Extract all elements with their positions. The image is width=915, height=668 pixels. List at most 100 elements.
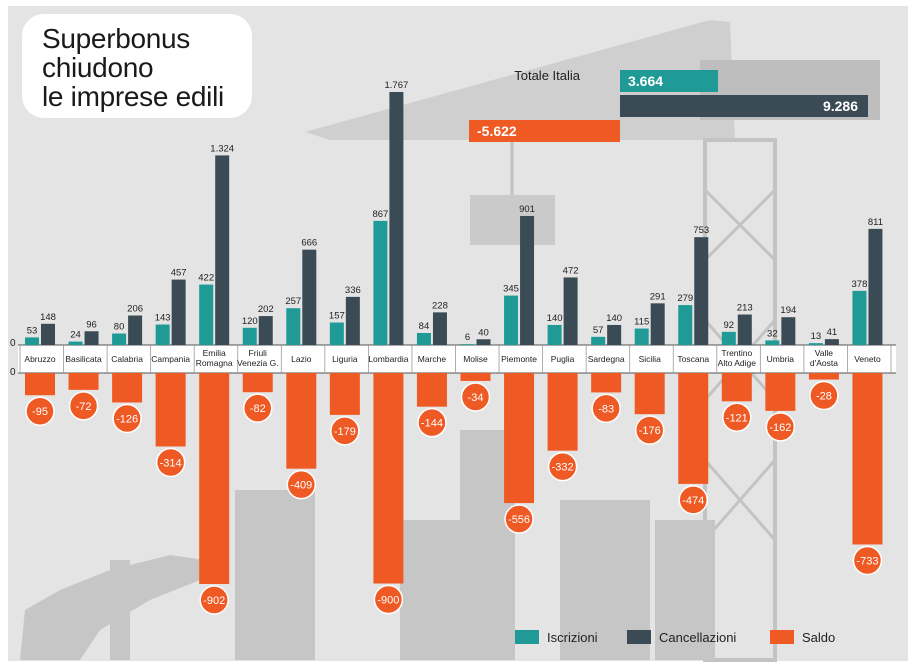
bar-iscrizioni — [112, 333, 127, 345]
category-label: Puglia — [551, 354, 575, 364]
category-label: Trentino Alto Adige — [718, 348, 757, 368]
label-iscrizioni: 92 — [724, 320, 735, 331]
label-saldo: -332 — [552, 462, 574, 474]
bar-cancellazioni — [650, 303, 665, 345]
saldo-badge — [547, 451, 578, 482]
label-saldo: -121 — [726, 412, 748, 424]
label-cancellazioni: 753 — [693, 225, 709, 236]
label-iscrizioni: 378 — [852, 279, 868, 290]
bars-layer — [25, 92, 883, 615]
saldo-badge — [112, 403, 142, 434]
label-iscrizioni: 84 — [419, 321, 430, 332]
category-label: Lombardia — [368, 354, 408, 364]
bar-saldo — [373, 373, 404, 584]
saldo-badge — [417, 407, 447, 438]
category-label: Liguria — [332, 354, 358, 364]
bar-cancellazioni — [302, 249, 317, 345]
category-label: Calabria — [111, 354, 143, 364]
saldo-badge — [25, 396, 55, 426]
category-label: Campania — [151, 354, 190, 364]
label-iscrizioni: 279 — [677, 293, 693, 304]
category-label: Piemonte — [501, 354, 537, 364]
label-iscrizioni: 6 — [465, 332, 470, 343]
label-saldo: -176 — [639, 425, 661, 437]
bar-iscrizioni — [155, 324, 170, 345]
bar-iscrizioni — [634, 328, 649, 345]
bar-cancellazioni — [563, 277, 578, 345]
label-cancellazioni: 40 — [478, 327, 489, 338]
saldo-badge — [852, 545, 883, 576]
label-cancellazioni: 228 — [432, 300, 448, 311]
saldo-badge — [634, 415, 665, 445]
category-label: Lazio — [291, 354, 312, 364]
bar-iscrizioni — [199, 284, 214, 345]
bar-cancellazioni — [258, 316, 273, 345]
legend: Iscrizioni Cancellazioni Saldo — [515, 630, 835, 645]
bar-saldo — [416, 373, 447, 407]
label-cancellazioni: 202 — [258, 304, 274, 315]
label-saldo: -72 — [76, 401, 92, 413]
bar-saldo — [25, 373, 55, 396]
legend-cancellazioni-label: Cancellazioni — [659, 630, 736, 645]
category-label: Abruzzo — [24, 354, 55, 364]
bar-cancellazioni — [476, 339, 491, 345]
label-cancellazioni: 336 — [345, 285, 361, 296]
saldo-badge — [199, 585, 229, 615]
label-saldo: -82 — [250, 403, 266, 415]
bar-cancellazioni — [694, 237, 709, 345]
label-cancellazioni: 291 — [650, 291, 666, 302]
label-iscrizioni: 867 — [372, 209, 388, 220]
bar-saldo — [852, 373, 883, 545]
label-iscrizioni: 140 — [547, 313, 563, 324]
bar-iscrizioni — [721, 331, 736, 345]
label-cancellazioni: 140 — [606, 313, 622, 324]
label-saldo: -409 — [290, 480, 312, 492]
label-iscrizioni: 120 — [242, 316, 258, 327]
bar-saldo — [242, 373, 273, 393]
label-cancellazioni: 194 — [780, 305, 796, 316]
saldo-badge — [504, 504, 534, 534]
bar-cancellazioni — [41, 323, 55, 345]
bar-saldo — [504, 373, 535, 504]
bar-iscrizioni — [547, 324, 562, 345]
bar-saldo — [547, 373, 578, 451]
bar-cancellazioni — [737, 314, 752, 345]
label-cancellazioni: 472 — [563, 265, 579, 276]
label-saldo: -900 — [377, 595, 399, 607]
saldo-badge — [809, 380, 839, 411]
label-iscrizioni: 157 — [329, 311, 345, 322]
bar-iscrizioni — [765, 340, 780, 345]
bar-saldo — [199, 373, 230, 584]
totals-label: Totale Italia — [514, 68, 581, 83]
saldo-badge — [286, 469, 317, 500]
bar-cancellazioni — [345, 296, 360, 345]
category-label: Molise — [463, 354, 488, 364]
saldo-badge — [155, 447, 186, 478]
label-iscrizioni: 115 — [634, 317, 649, 328]
zero-label-bottom: 0 — [10, 367, 16, 378]
bar-iscrizioni — [68, 341, 83, 345]
label-saldo: -733 — [856, 555, 878, 567]
bar-saldo — [678, 373, 709, 484]
bar-iscrizioni — [808, 343, 823, 345]
bar-saldo — [808, 373, 839, 380]
bar-cancellazioni — [868, 228, 883, 345]
saldo-badge — [330, 416, 360, 446]
bar-saldo — [286, 373, 317, 469]
bar-iscrizioni — [329, 322, 344, 345]
bar-iscrizioni — [852, 290, 867, 345]
bar-saldo — [721, 373, 752, 402]
legend-saldo-swatch — [770, 630, 794, 644]
saldo-badge — [678, 485, 708, 515]
bar-cancellazioni — [215, 155, 230, 345]
bar-cancellazioni — [84, 331, 99, 345]
total-iscrizioni-value: 3.664 — [628, 73, 663, 89]
bar-iscrizioni — [242, 327, 257, 345]
label-cancellazioni: 41 — [827, 327, 838, 338]
label-iscrizioni: 57 — [593, 325, 604, 336]
label-saldo: -556 — [508, 514, 530, 526]
label-iscrizioni: 257 — [285, 296, 301, 307]
bar-iscrizioni — [504, 295, 519, 345]
total-cancellazioni-bar — [620, 95, 868, 117]
